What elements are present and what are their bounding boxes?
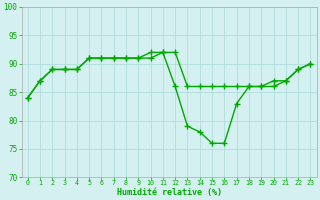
X-axis label: Humidité relative (%): Humidité relative (%) bbox=[116, 188, 221, 197]
